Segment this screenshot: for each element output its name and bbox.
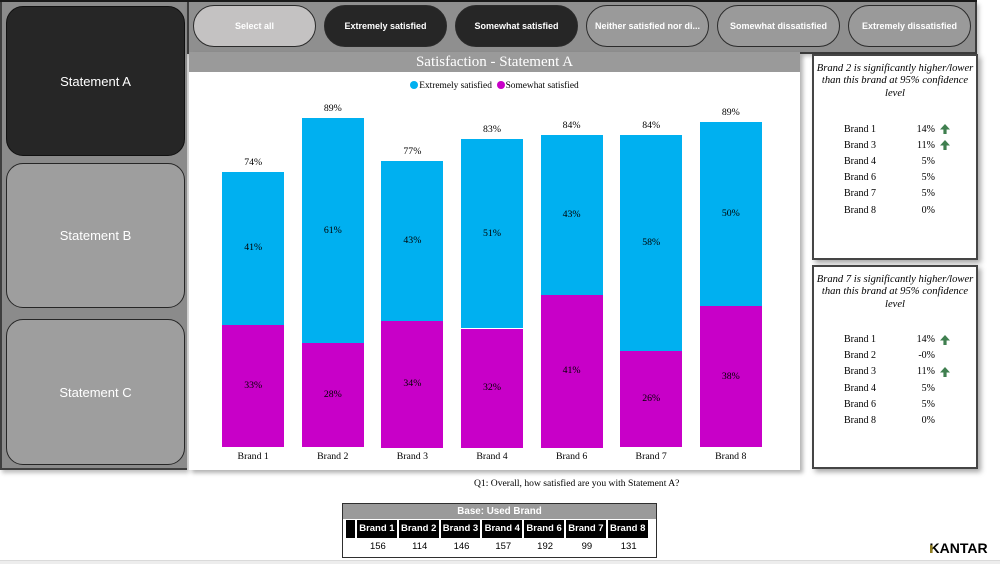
svg-text:KANTAR: KANTAR	[930, 540, 988, 556]
